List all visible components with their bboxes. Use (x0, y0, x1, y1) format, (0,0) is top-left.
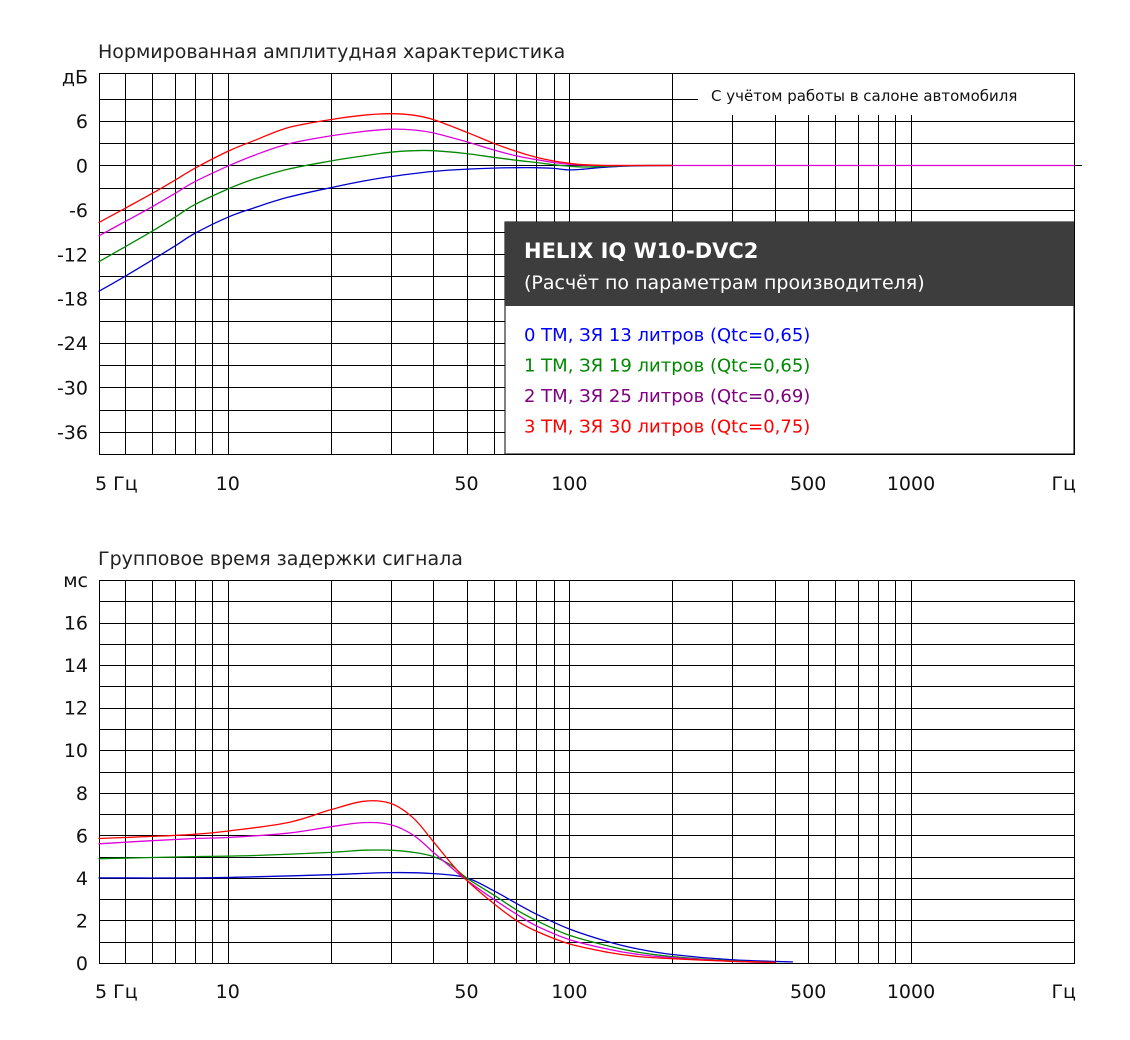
x-tick-label: 10 (216, 473, 240, 495)
group-delay-chart: Групповое время задержки сигнала мс 16 14 1… (63, 548, 1076, 1003)
series-line-3 (98, 800, 776, 964)
x-tick-label: 500 (790, 473, 826, 495)
group-delay-chart-title: Групповое время задержки сигнала (98, 548, 463, 570)
car-cabin-note-box (698, 74, 1074, 115)
info-box-header (505, 222, 1074, 306)
y-tick-label: дБ (62, 67, 88, 89)
x-tick-label: 10 (216, 981, 240, 1003)
x-tick-label: 1000 (887, 473, 935, 495)
x-tick-label: 5 Гц (95, 473, 138, 495)
model-name: HELIX IQ W10-DVC2 (524, 239, 758, 263)
legend: 0 ТМ, ЗЯ 13 литров (Qtc=0,65) 1 ТМ, ЗЯ 19… (524, 325, 810, 438)
x-tick-label: 5 Гц (95, 981, 138, 1003)
y-tick-label: 4 (76, 868, 88, 890)
y-tick-label: -12 (57, 244, 88, 266)
y-tick-label: 0 (76, 155, 88, 177)
x-tick-label: 50 (454, 473, 478, 495)
series-line-0 (98, 871, 794, 963)
car-cabin-note: С учётом работы в салоне автомобиля (711, 87, 1017, 105)
x-tick-label: Гц (1051, 473, 1076, 495)
y-tick-label: -30 (57, 377, 88, 399)
x-tick-label: Гц (1051, 981, 1076, 1003)
y-tick-label: мс (63, 570, 88, 592)
model-subtitle: (Расчёт по параметрам производителя) (524, 272, 925, 294)
y-tick-label: -24 (57, 333, 88, 355)
series-line-1 (98, 149, 673, 263)
legend-entry: 1 ТМ, ЗЯ 19 литров (Qtc=0,65) (524, 356, 810, 377)
y-tick-label: 10 (64, 740, 88, 762)
y-tick-label: 0 (76, 953, 88, 975)
amplitude-chart: Нормированная амплитудная характеристика… (57, 41, 1082, 495)
series-line-0 (98, 164, 673, 292)
amplitude-chart-title: Нормированная амплитудная характеристика (98, 41, 565, 63)
group-delay-curves (98, 800, 794, 964)
group-delay-x-ticks: 5 Гц 10 50 100 500 1000 Гц (95, 981, 1076, 1003)
x-tick-label: 100 (551, 473, 587, 495)
legend-entry: 0 ТМ, ЗЯ 13 литров (Qtc=0,65) (524, 325, 810, 346)
series-line-2 (98, 821, 776, 964)
y-tick-label: -18 (57, 289, 88, 311)
y-tick-label: 14 (64, 655, 88, 677)
x-tick-label: 100 (551, 981, 587, 1003)
amplitude-x-ticks: 5 Гц 10 50 100 500 1000 Гц (95, 473, 1076, 495)
y-tick-label: 6 (76, 111, 88, 133)
y-tick-label: -6 (69, 200, 88, 222)
y-tick-label: 12 (64, 698, 88, 720)
y-tick-label: 8 (76, 783, 88, 805)
series-line-3 (98, 113, 673, 224)
y-tick-label: 16 (64, 613, 88, 635)
x-tick-label: 500 (790, 981, 826, 1003)
y-tick-label: 2 (76, 910, 88, 932)
group-delay-grid (99, 580, 1075, 964)
y-tick-label: -36 (57, 422, 88, 444)
legend-entry: 2 ТМ, ЗЯ 25 литров (Qtc=0,69) (524, 386, 810, 407)
x-tick-label: 50 (454, 981, 478, 1003)
series-line-1 (98, 849, 776, 964)
amplitude-y-ticks: дБ 6 0 -6 -12 -18 -24 -30 -36 (57, 67, 88, 444)
group-delay-y-ticks: мс 16 14 12 10 8 6 4 2 0 (63, 570, 88, 975)
plot-frame (99, 580, 1075, 964)
x-tick-label: 1000 (887, 981, 935, 1003)
y-tick-label: 6 (76, 825, 88, 847)
legend-entry: 3 ТМ, ЗЯ 30 литров (Qtc=0,75) (524, 417, 810, 438)
amplitude-curves (98, 113, 1075, 292)
